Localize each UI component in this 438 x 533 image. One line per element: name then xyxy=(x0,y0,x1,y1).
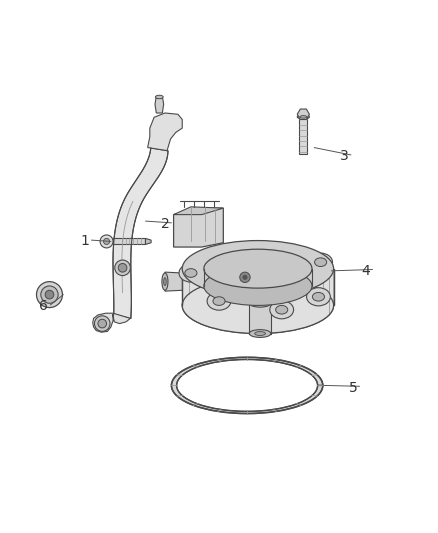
Circle shape xyxy=(240,272,250,282)
Polygon shape xyxy=(165,272,182,291)
Ellipse shape xyxy=(312,293,325,301)
Circle shape xyxy=(98,319,106,328)
Polygon shape xyxy=(102,237,111,246)
Text: 2: 2 xyxy=(161,217,170,231)
Polygon shape xyxy=(173,207,223,215)
Circle shape xyxy=(95,316,110,332)
Circle shape xyxy=(115,260,131,276)
Ellipse shape xyxy=(307,288,330,306)
Ellipse shape xyxy=(182,240,334,297)
Ellipse shape xyxy=(185,269,197,277)
Polygon shape xyxy=(249,303,271,334)
Circle shape xyxy=(103,238,110,245)
Polygon shape xyxy=(297,109,309,119)
Ellipse shape xyxy=(254,332,265,335)
Ellipse shape xyxy=(207,292,231,310)
Polygon shape xyxy=(93,313,131,332)
Text: 1: 1 xyxy=(81,235,89,248)
Ellipse shape xyxy=(270,301,293,319)
Text: 5: 5 xyxy=(349,381,357,394)
Polygon shape xyxy=(155,97,164,113)
Ellipse shape xyxy=(164,278,166,286)
Ellipse shape xyxy=(204,266,312,305)
Circle shape xyxy=(41,286,58,303)
Ellipse shape xyxy=(182,277,334,334)
Ellipse shape xyxy=(249,300,271,307)
Ellipse shape xyxy=(314,258,327,266)
Text: 6: 6 xyxy=(39,300,48,313)
Text: 4: 4 xyxy=(362,264,371,278)
Circle shape xyxy=(100,235,113,248)
Ellipse shape xyxy=(162,273,168,290)
Text: 3: 3 xyxy=(340,149,349,163)
Ellipse shape xyxy=(249,329,271,337)
Circle shape xyxy=(45,290,54,299)
Polygon shape xyxy=(113,238,145,245)
Circle shape xyxy=(118,263,127,272)
Ellipse shape xyxy=(155,95,163,99)
Ellipse shape xyxy=(179,264,203,282)
Polygon shape xyxy=(173,208,223,247)
Polygon shape xyxy=(171,357,323,414)
Ellipse shape xyxy=(204,249,312,288)
Circle shape xyxy=(242,274,247,280)
Ellipse shape xyxy=(213,297,225,305)
Polygon shape xyxy=(300,117,307,154)
Polygon shape xyxy=(113,148,168,318)
Polygon shape xyxy=(145,238,151,245)
Polygon shape xyxy=(148,113,182,151)
Ellipse shape xyxy=(309,253,332,271)
Ellipse shape xyxy=(300,116,307,118)
Ellipse shape xyxy=(276,305,288,314)
Circle shape xyxy=(36,281,63,308)
Polygon shape xyxy=(182,240,334,334)
Ellipse shape xyxy=(297,115,309,119)
